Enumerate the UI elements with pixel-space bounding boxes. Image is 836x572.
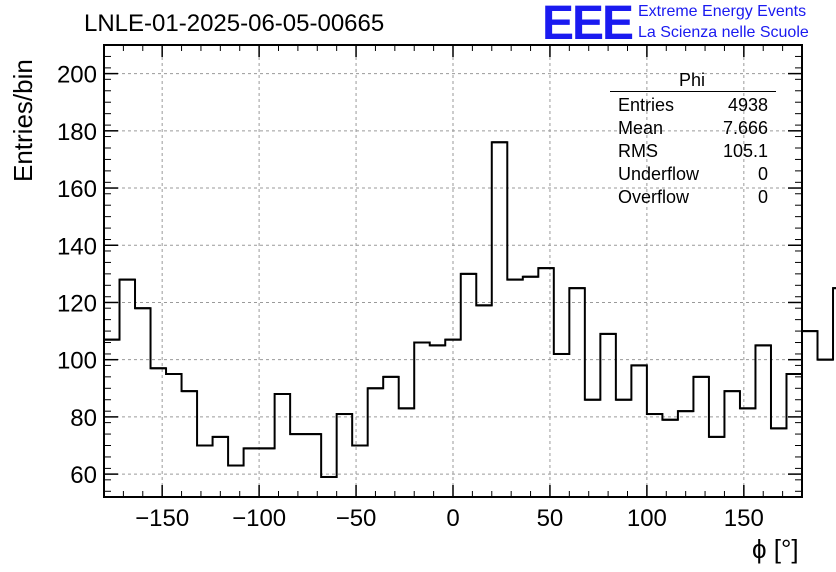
org-name-line2: La Scienza nelle Scuole [638, 24, 809, 41]
stats-label: Mean [618, 118, 664, 138]
eee-logo: EEE [542, 0, 634, 50]
stats-row-rms: RMS 105.1 [608, 140, 776, 163]
stats-label: Entries [618, 95, 675, 115]
y-tick-label: 160 [57, 176, 97, 203]
stats-row-overflow: Overflow 0 [608, 186, 776, 209]
chart-title: LNLE-01-2025-06-05-00665 [84, 10, 385, 37]
x-tick-label: −150 [135, 505, 189, 532]
stats-value: 0 [757, 187, 768, 207]
x-tick-label: 100 [627, 505, 667, 532]
x-tick-label: 50 [537, 505, 564, 532]
x-tick-label: 0 [446, 505, 459, 532]
x-tick-label: −100 [232, 505, 286, 532]
y-tick-label: 60 [70, 462, 97, 489]
stats-row-entries: Entries 4938 [608, 94, 776, 117]
y-tick-label: 100 [57, 348, 97, 375]
stats-label: Overflow [618, 187, 690, 207]
y-axis-label: Entries/bin [8, 59, 38, 182]
stats-row-underflow: Underflow 0 [608, 163, 776, 186]
stats-title: Phi [678, 70, 705, 90]
stats-value: 7.666 [722, 118, 768, 138]
stats-value: 0 [757, 164, 768, 184]
x-axis-label: ϕ [°] [752, 534, 799, 564]
stats-box: Phi Entries 4938 Mean 7.666 RMS 105.1 Un… [608, 70, 776, 209]
x-tick-label: 150 [724, 505, 764, 532]
stats-label: RMS [618, 141, 658, 161]
org-name-line1: Extreme Energy Events [638, 3, 807, 20]
y-tick-label: 120 [57, 290, 97, 317]
stats-divider [610, 91, 776, 92]
y-tick-label: 200 [57, 62, 97, 89]
y-tick-label: 80 [70, 405, 97, 432]
y-tick-label: 140 [57, 233, 97, 260]
x-tick-label: −50 [336, 505, 377, 532]
stats-row-mean: Mean 7.666 [608, 117, 776, 140]
stats-label: Underflow [618, 164, 700, 184]
stats-value: 105.1 [722, 141, 768, 161]
stats-value: 4938 [727, 95, 768, 115]
y-tick-label: 180 [57, 119, 97, 146]
